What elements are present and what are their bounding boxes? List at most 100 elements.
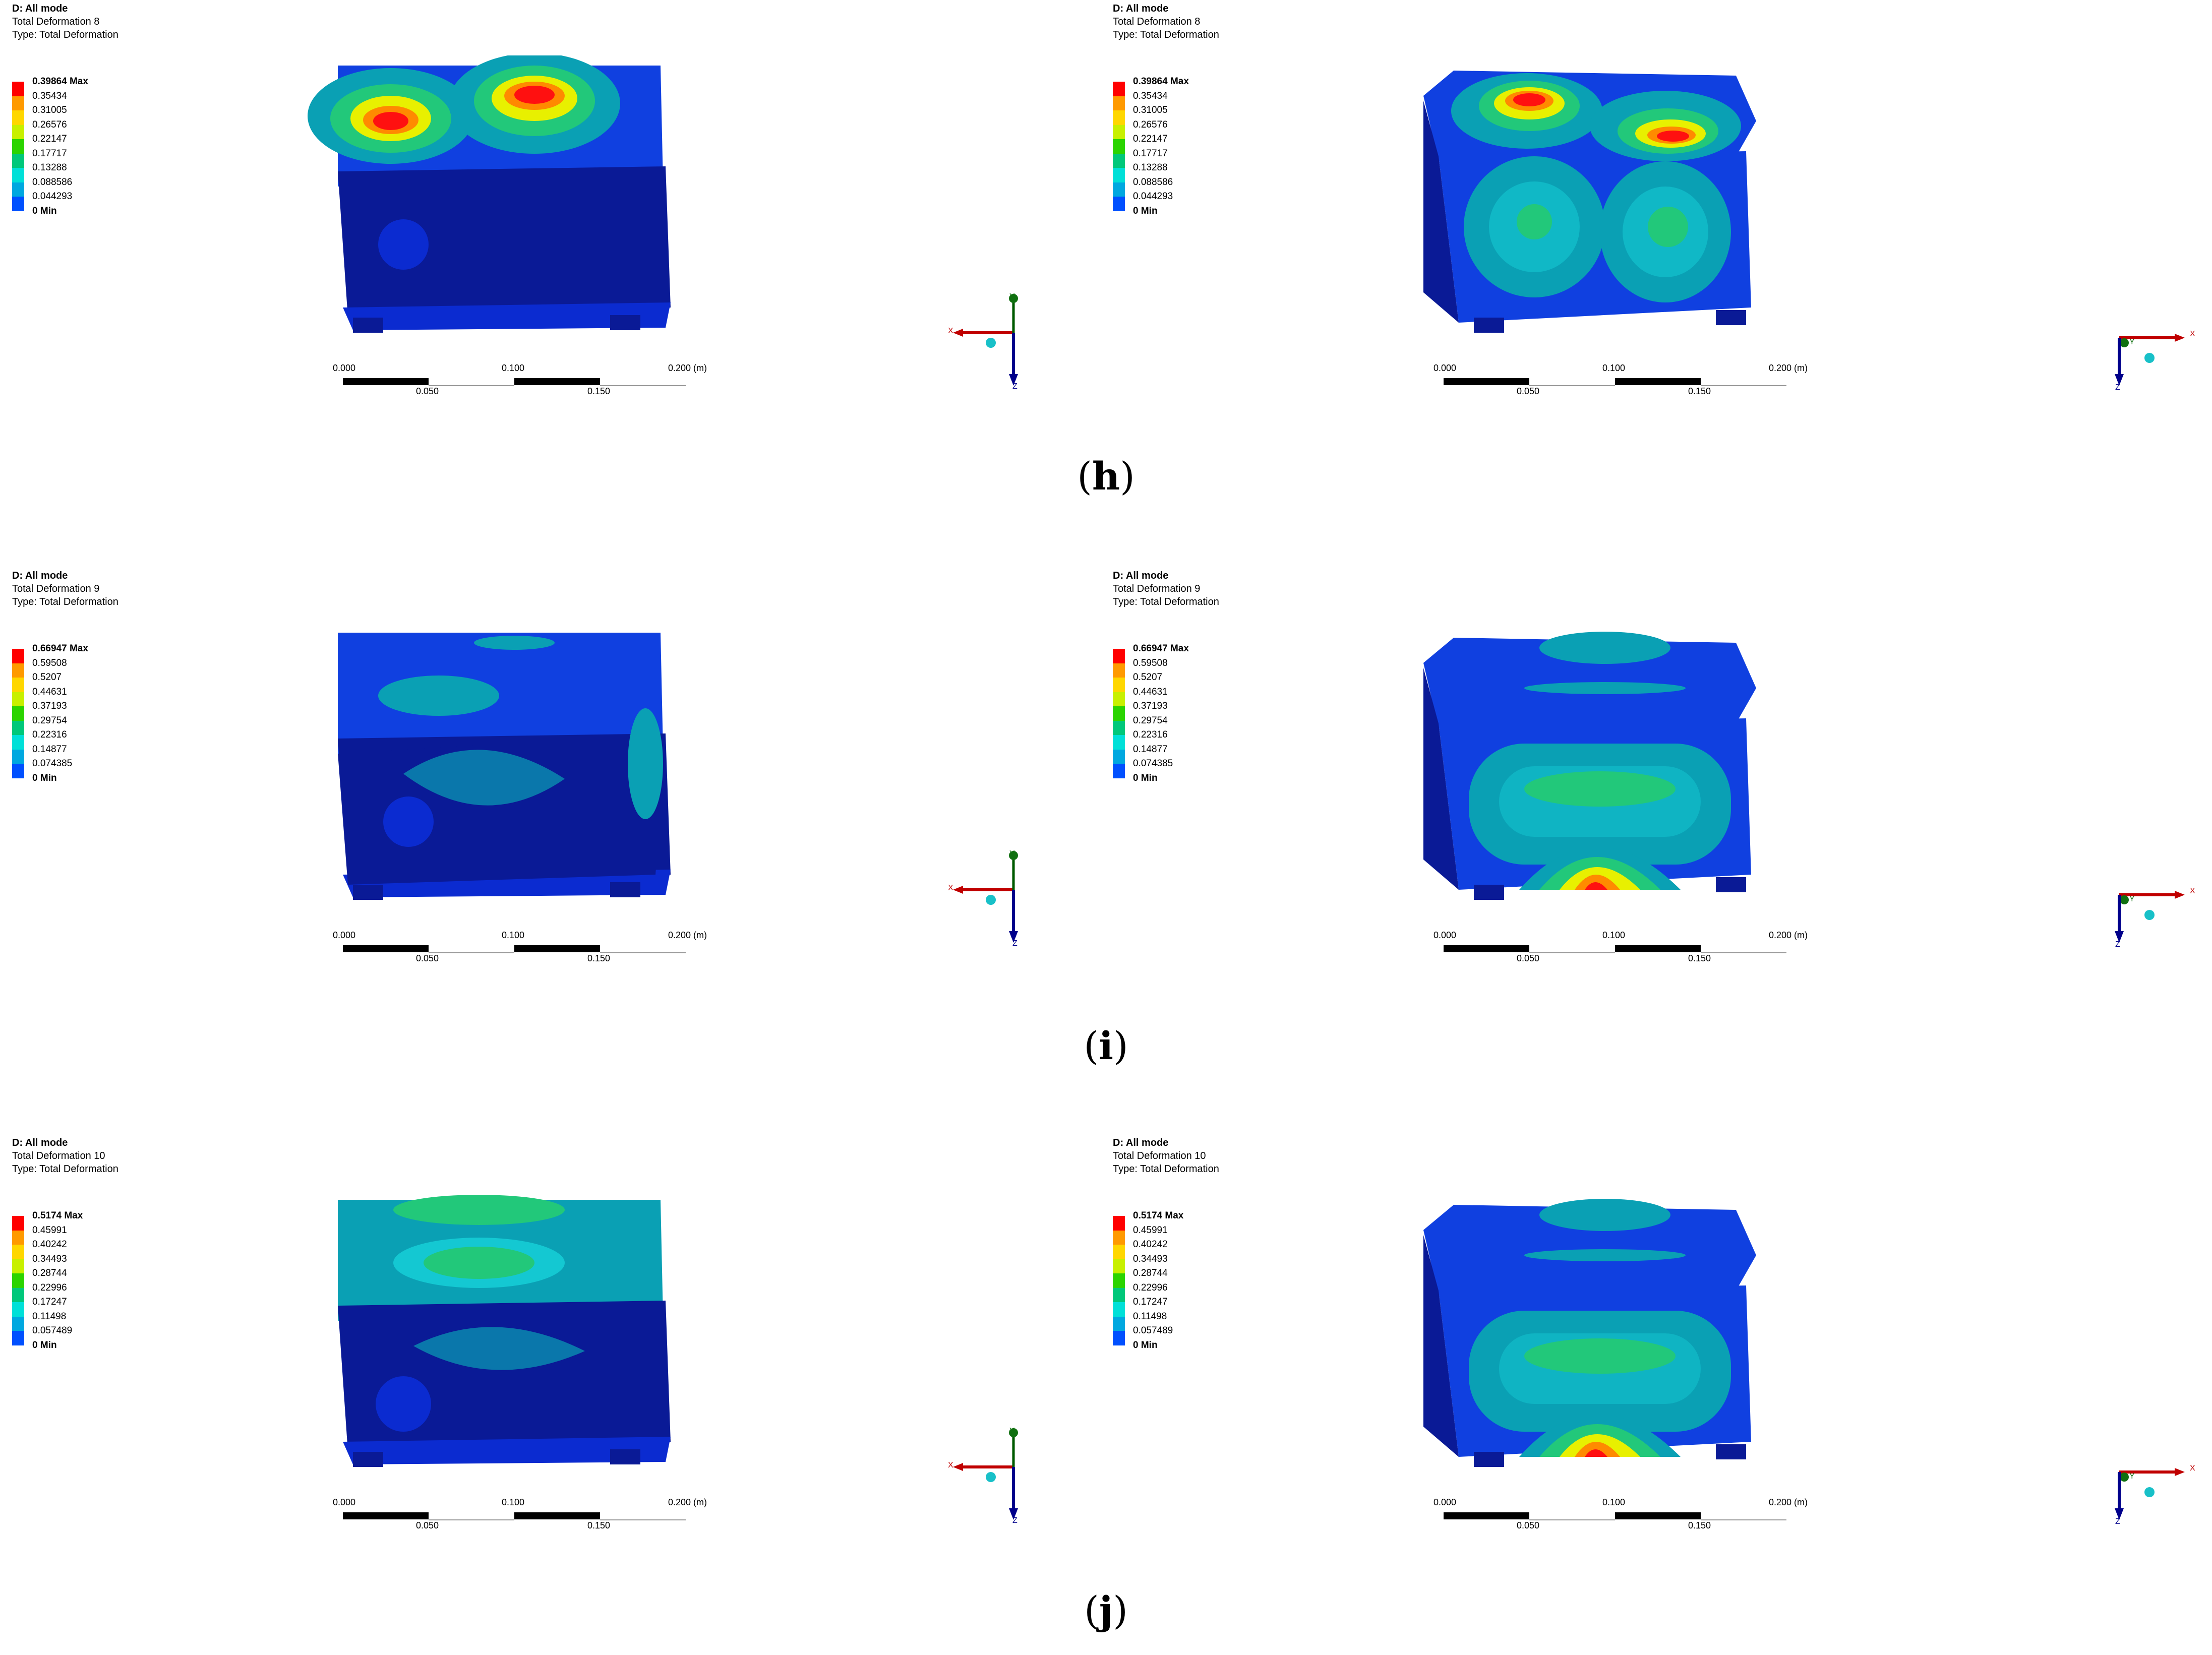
scale-bar-segment bbox=[1615, 378, 1701, 385]
legend-swatch bbox=[1113, 139, 1125, 154]
legend-swatch bbox=[12, 125, 24, 140]
deformed-model-view[interactable] bbox=[282, 1190, 686, 1482]
legend-value: 0.5207 bbox=[32, 672, 62, 683]
scale-bar: 0.000 0.100 0.200 (m) 0.050 0.150 bbox=[1433, 363, 1872, 398]
legend-swatch bbox=[12, 1302, 24, 1317]
caption-open-paren: ( bbox=[1084, 1023, 1099, 1068]
axis-triad[interactable]: X Y Z bbox=[948, 1427, 1059, 1538]
scale-tick-label: 0.200 (m) bbox=[668, 930, 707, 940]
legend-value: 0.5174 Max bbox=[32, 1210, 83, 1221]
legend-value: 0.22996 bbox=[32, 1282, 67, 1293]
legend-value: 0.39864 Max bbox=[1133, 76, 1189, 87]
axis-x-label: X bbox=[948, 884, 953, 892]
legend-value: 0.11498 bbox=[32, 1311, 67, 1322]
scale-bar-segment bbox=[1444, 378, 1529, 385]
result-header: D: All mode Total Deformation 9 Type: Tota… bbox=[1113, 569, 1219, 608]
legend-value: 0.17717 bbox=[1133, 148, 1168, 159]
scale-bar-segment bbox=[514, 378, 600, 385]
deformed-model-view[interactable] bbox=[282, 55, 686, 348]
legend-swatch bbox=[12, 1259, 24, 1274]
legend-swatch bbox=[12, 764, 24, 778]
axis-triad[interactable]: X Y Z bbox=[2109, 849, 2212, 960]
axis-y-label: Y bbox=[2129, 338, 2135, 346]
scale-tick-label: 0.100 bbox=[502, 363, 525, 373]
legend-swatch bbox=[12, 1245, 24, 1259]
scale-bar-segment bbox=[343, 378, 429, 385]
legend-value: 0.13288 bbox=[32, 162, 67, 173]
legend-value: 0.11498 bbox=[1133, 1311, 1167, 1322]
header-result: Total Deformation 8 bbox=[1113, 16, 1201, 27]
scale-bar: 0.000 0.100 0.200 (m) 0.050 0.150 bbox=[1433, 1497, 1872, 1533]
legend-swatch bbox=[1113, 82, 1125, 96]
scale-tick-label: 0.050 bbox=[416, 953, 439, 963]
axis-z-label: Z bbox=[2115, 383, 2120, 392]
scale-tick-label: 0.050 bbox=[416, 386, 439, 396]
legend-value: 0.31005 bbox=[32, 105, 67, 115]
scale-tick-label: 0.100 bbox=[1602, 363, 1626, 373]
header-result: Total Deformation 10 bbox=[12, 1150, 105, 1161]
header-result: Total Deformation 10 bbox=[1113, 1150, 1206, 1161]
legend-swatch bbox=[12, 1216, 24, 1231]
scale-bar-segment bbox=[1615, 1512, 1701, 1519]
deformed-model-view[interactable] bbox=[282, 623, 686, 915]
axis-triad[interactable]: X Y Z bbox=[2109, 1427, 2212, 1538]
header-result: Total Deformation 8 bbox=[12, 16, 100, 27]
legend-value: 0.40242 bbox=[32, 1239, 67, 1250]
scale-tick-label: 0.200 (m) bbox=[1769, 1497, 1808, 1507]
deformed-model-view[interactable] bbox=[1383, 1190, 1786, 1482]
deformed-model-view[interactable] bbox=[1383, 55, 1786, 348]
legend-value: 0.29754 bbox=[1133, 715, 1168, 726]
axis-z-label: Z bbox=[1012, 939, 1018, 948]
scale-bar-segment bbox=[1701, 378, 1786, 386]
legend-swatch bbox=[12, 678, 24, 692]
legend-swatch bbox=[12, 96, 24, 111]
legend-swatch bbox=[1113, 1259, 1125, 1274]
axis-z-label: Z bbox=[2115, 1517, 2120, 1526]
legend-swatch bbox=[1113, 1331, 1125, 1345]
scale-bar: 0.000 0.100 0.200 (m) 0.050 0.150 bbox=[1433, 930, 1872, 965]
result-panel-1-0: D: All mode Total Deformation 9 Type: Tota… bbox=[0, 567, 1101, 1031]
legend-value: 0.14877 bbox=[1133, 744, 1168, 755]
scale-tick-label: 0.150 bbox=[1688, 1520, 1711, 1530]
legend-swatch bbox=[12, 1316, 24, 1331]
caption-open-paren: ( bbox=[1077, 454, 1092, 499]
legend-value: 0.17247 bbox=[32, 1297, 67, 1307]
legend-value: 0.66947 Max bbox=[32, 643, 88, 654]
scale-bar: 0.000 0.100 0.200 (m) 0.050 0.150 bbox=[333, 363, 771, 398]
scale-tick-label: 0.000 bbox=[1433, 930, 1457, 940]
deformed-model-view[interactable] bbox=[1383, 623, 1786, 915]
axis-triad[interactable]: X Y Z bbox=[2109, 292, 2212, 403]
legend-value: 0.088586 bbox=[32, 176, 73, 188]
legend-swatch bbox=[12, 735, 24, 750]
legend-value: 0.31005 bbox=[1133, 105, 1168, 115]
legend-swatch bbox=[12, 139, 24, 154]
subfigure-caption: (i) bbox=[0, 1023, 2212, 1068]
axis-x-label: X bbox=[948, 327, 953, 335]
legend-value: 0.17247 bbox=[1133, 1297, 1168, 1307]
legend-swatch bbox=[1113, 110, 1125, 125]
scale-bar-segment bbox=[514, 1512, 600, 1519]
legend-value: 0.26576 bbox=[1133, 119, 1168, 130]
scale-tick-label: 0.000 bbox=[333, 363, 356, 373]
scale-tick-label: 0.200 (m) bbox=[1769, 930, 1808, 940]
legend-value: 0.057489 bbox=[32, 1325, 73, 1336]
legend-value: 0.35434 bbox=[32, 90, 67, 101]
scale-bar-segment bbox=[1529, 378, 1615, 386]
axis-triad[interactable]: X Y Z bbox=[948, 292, 1059, 403]
legend-value: 0.59508 bbox=[32, 657, 67, 668]
axis-triad[interactable]: X Y Z bbox=[948, 849, 1059, 960]
caption-letter: j bbox=[1099, 1588, 1113, 1633]
legend-swatch bbox=[12, 153, 24, 168]
scale-bar-segment bbox=[1444, 1512, 1529, 1519]
header-result: Total Deformation 9 bbox=[1113, 583, 1201, 594]
axis-z-label: Z bbox=[1012, 1516, 1018, 1525]
legend-swatch bbox=[1113, 1230, 1125, 1245]
result-panel-2-0: D: All mode Total Deformation 10 Type: Tot… bbox=[0, 1134, 1101, 1598]
header-type: Type: Total Deformation bbox=[12, 29, 118, 40]
scale-tick-label: 0.200 (m) bbox=[668, 363, 707, 373]
scale-bar-segment bbox=[429, 945, 514, 953]
scale-tick-label: 0.100 bbox=[1602, 1497, 1626, 1507]
legend-swatch bbox=[1113, 182, 1125, 197]
legend-value: 0.057489 bbox=[1133, 1325, 1173, 1336]
legend-swatch bbox=[1113, 692, 1125, 707]
